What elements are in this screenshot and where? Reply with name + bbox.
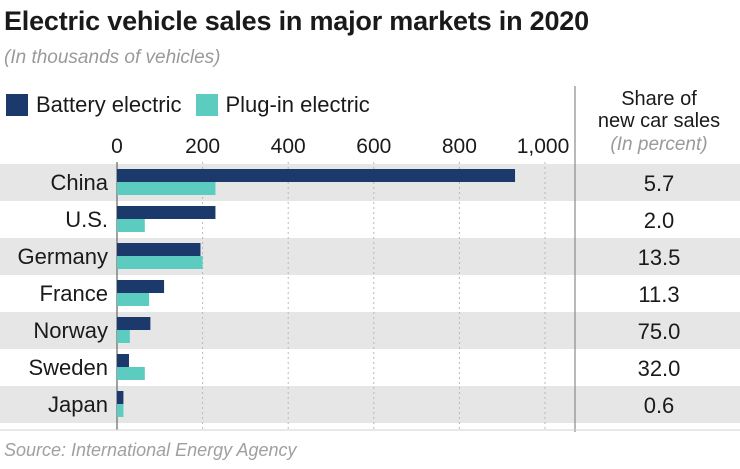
row-band xyxy=(0,312,740,349)
bar-plugin-us xyxy=(117,219,145,232)
share-value: 5.7 xyxy=(644,171,675,196)
legend-label-plugin: Plug-in electric xyxy=(225,92,370,117)
category-label: France xyxy=(40,281,108,306)
x-tick-label: 600 xyxy=(356,135,391,158)
x-tick-label: 800 xyxy=(442,135,477,158)
category-label: China xyxy=(51,170,109,195)
legend-swatch-plugin xyxy=(195,94,218,116)
legend-swatch-battery xyxy=(6,94,28,116)
share-value: 75.0 xyxy=(638,319,681,344)
bar-battery-sweden xyxy=(117,354,129,367)
bar-plugin-japan xyxy=(117,404,124,417)
bars xyxy=(117,169,516,417)
share-value: 32.0 xyxy=(638,356,681,381)
legend: Battery electric Plug-in electric xyxy=(6,92,384,118)
x-tick-label: 0 xyxy=(111,135,123,158)
category-label: Sweden xyxy=(28,355,108,380)
bar-battery-us xyxy=(117,206,216,219)
category-label: Norway xyxy=(33,318,108,343)
share-header-line2: new car sales xyxy=(597,110,721,132)
share-values: 5.7 2.0 13.5 11.3 75.0 32.0 0.6 xyxy=(638,171,681,418)
bar-plugin-france xyxy=(117,293,150,306)
bar-plugin-sweden xyxy=(117,367,145,380)
bar-battery-germany xyxy=(117,243,201,256)
bar-battery-france xyxy=(117,280,165,293)
share-value: 2.0 xyxy=(644,208,675,233)
source-note: Source: International Energy Agency xyxy=(4,440,297,460)
share-value: 0.6 xyxy=(644,393,675,418)
share-value: 13.5 xyxy=(638,245,681,270)
legend-label-battery: Battery electric xyxy=(36,92,182,117)
row-band xyxy=(0,386,740,423)
bar-plugin-germany xyxy=(117,256,203,269)
row-bands xyxy=(0,164,740,423)
bar-battery-norway xyxy=(117,317,151,330)
bar-plugin-china xyxy=(117,182,216,195)
row-band xyxy=(0,238,740,275)
share-header-line1: Share of xyxy=(621,88,697,110)
chart-title: Electric vehicle sales in major markets … xyxy=(4,6,589,36)
x-tick-label: 200 xyxy=(185,135,220,158)
legend-entry-battery: Battery electric xyxy=(6,92,182,118)
x-axis-ticks: 0 200 400 600 800 1,000 xyxy=(111,135,569,158)
x-tick-label: 1,000 xyxy=(517,135,570,158)
x-tick-label: 400 xyxy=(271,135,306,158)
share-column-header: Share of new car sales xyxy=(578,88,740,132)
bar-battery-china xyxy=(117,169,516,182)
category-label: Japan xyxy=(48,392,108,417)
bar-battery-japan xyxy=(117,391,124,404)
share-column-unit: (In percent) xyxy=(610,134,708,155)
category-labels: China U.S. Germany France Norway Sweden Japan xyxy=(18,170,109,417)
chart-subtitle: (In thousands of vehicles) xyxy=(4,47,221,68)
category-label: U.S. xyxy=(65,207,108,232)
bar-plugin-norway xyxy=(117,330,130,343)
category-label: Germany xyxy=(18,244,108,269)
legend-entry-plugin: Plug-in electric xyxy=(195,92,370,118)
share-value: 11.3 xyxy=(638,282,679,307)
